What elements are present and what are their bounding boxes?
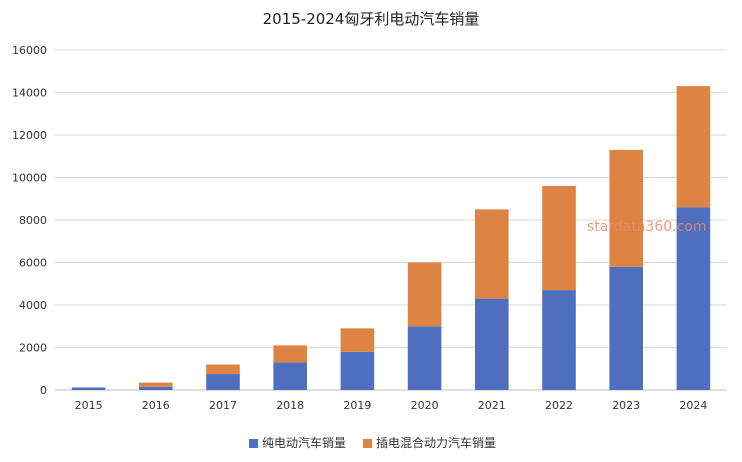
bar-series-2-2021 [475, 209, 509, 299]
y-tick-label: 4000 [19, 299, 47, 312]
bar-series-2-2023 [609, 149, 643, 267]
bar-series-2-2017 [206, 364, 240, 375]
bar-series-1-2015 [71, 387, 106, 390]
bar-series-1-2022 [542, 290, 576, 390]
x-tick-label: 2015 [75, 399, 103, 412]
x-tick-label: 2019 [343, 399, 371, 412]
y-tick-label: 14000 [12, 87, 47, 100]
bar-series-1-2016 [139, 386, 173, 390]
bar-series-1-2017 [206, 374, 240, 390]
x-tick-label: 2018 [276, 399, 304, 412]
bar-series-2-2020 [407, 262, 442, 327]
bar-series-1-2018 [273, 362, 307, 390]
bar-series-2-2019 [340, 328, 375, 352]
x-tick-label: 2023 [612, 399, 640, 412]
legend-label-1: 纯电动汽车销量 [262, 435, 346, 450]
bar-series-2-2022 [542, 186, 576, 291]
bar-series-2-2018 [273, 345, 307, 363]
bars [71, 86, 711, 390]
x-tick-label: 2020 [411, 399, 439, 412]
x-tick-label: 2016 [142, 399, 170, 412]
x-tick-label: 2017 [209, 399, 237, 412]
gridlines [55, 49, 727, 391]
bar-series-1-2023 [609, 266, 643, 390]
y-tick-label: 16000 [12, 44, 47, 57]
bar-series-2-2016 [139, 382, 173, 387]
y-tick-label: 2000 [19, 342, 47, 355]
chart-title: 2015-2024匈牙利电动汽车销量 [263, 10, 480, 28]
bar-series-1-2021 [475, 298, 509, 390]
x-axis: 2015 2016 2017 2018 2019 2020 2021 2022 2023 2024 [75, 399, 708, 412]
y-tick-label: 10000 [12, 172, 47, 185]
x-tick-label: 2024 [679, 399, 707, 412]
y-tick-label: 12000 [12, 129, 47, 142]
bar-series-1-2019 [340, 351, 375, 390]
x-tick-label: 2021 [478, 399, 506, 412]
bar-series-1-2024 [676, 207, 711, 390]
y-tick-label: 8000 [19, 214, 47, 227]
bar-series-1-2020 [407, 326, 442, 390]
legend-swatch-1 [249, 439, 258, 448]
y-tick-label: 6000 [19, 257, 47, 270]
legend: 纯电动汽车销量 插电混合动力汽车销量 [249, 435, 496, 450]
watermark: stardata360.com [587, 219, 706, 235]
bar-series-2-2024 [676, 86, 711, 208]
legend-label-2: 插电混合动力汽车销量 [376, 435, 496, 450]
legend-swatch-2 [363, 439, 372, 448]
x-tick-label: 2022 [545, 399, 573, 412]
y-tick-label: 0 [40, 384, 47, 397]
